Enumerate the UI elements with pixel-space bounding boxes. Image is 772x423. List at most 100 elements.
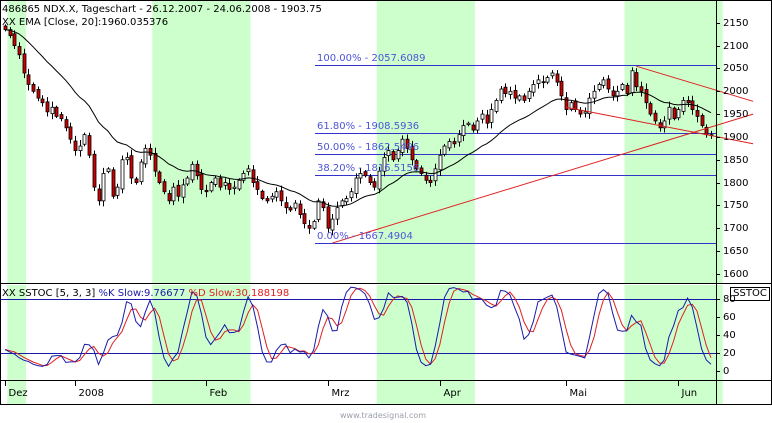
price-tick-label: 2050 <box>723 62 749 74</box>
candle-body <box>68 126 73 140</box>
candle-body <box>363 171 368 177</box>
candle <box>129 149 134 185</box>
candle-body <box>428 179 433 183</box>
candle-body <box>513 89 518 99</box>
stoch-axis-tag[interactable]: SSTOC <box>730 287 770 301</box>
candle-body <box>527 90 532 99</box>
candle-body <box>433 168 438 182</box>
candle <box>237 178 242 192</box>
candle <box>190 161 195 183</box>
fib-label-2: 50.00% - 1862.5496 <box>317 141 420 153</box>
fib-label-3: 38.20% - 1816.5156 <box>317 162 420 174</box>
candle-body <box>438 154 443 171</box>
price-tick-label: 1850 <box>723 154 749 166</box>
candle <box>681 97 686 115</box>
candle <box>414 159 419 171</box>
candle-body <box>97 188 102 202</box>
candle <box>587 92 592 119</box>
candle <box>382 152 387 177</box>
candle-body <box>218 177 223 188</box>
candle-body <box>167 193 172 202</box>
candle <box>298 200 303 219</box>
candle <box>246 165 251 176</box>
candle <box>284 196 289 214</box>
candle-body <box>153 152 158 172</box>
candle-body <box>396 150 401 160</box>
candle-body <box>115 186 120 196</box>
price-tick-label: 2100 <box>723 40 749 52</box>
candle <box>466 121 471 127</box>
price-tick-label: 2000 <box>723 85 749 97</box>
candle <box>368 174 373 186</box>
month-band-stoch-2 <box>376 285 475 380</box>
candle <box>64 116 69 132</box>
stoch-legend-k: %K Slow:9.76677 <box>98 288 189 299</box>
candle <box>185 175 190 187</box>
candle-body <box>22 53 27 74</box>
candle <box>686 96 691 107</box>
candle <box>606 75 611 93</box>
candle <box>508 86 513 100</box>
stoch-tick-label: 60 <box>723 311 736 323</box>
candle-body <box>564 97 569 110</box>
candle-body <box>330 218 335 231</box>
candle <box>78 140 83 157</box>
stoch-legend: XX SSTOC [5, 3, 3] %K Slow:9.76677 %D Sl… <box>2 288 289 300</box>
candle-body <box>457 134 462 143</box>
candle-body <box>475 120 480 131</box>
candle <box>307 219 312 234</box>
candle-body <box>555 73 560 83</box>
candle <box>302 208 307 229</box>
candle-body <box>667 106 672 120</box>
candle <box>31 82 36 94</box>
candle-body <box>190 163 195 181</box>
candle-body <box>606 78 611 90</box>
candle <box>363 169 368 178</box>
candle-body <box>344 198 349 203</box>
candle-body <box>92 153 97 188</box>
candle-body <box>447 141 452 149</box>
candle-body <box>73 140 78 152</box>
candle <box>101 167 106 207</box>
candle-body <box>410 146 415 161</box>
candle <box>424 171 429 184</box>
trendline-1 <box>636 65 754 102</box>
candle <box>541 75 546 89</box>
month-band-price-1 <box>152 0 251 283</box>
candle-body <box>302 213 307 225</box>
candle-body <box>129 155 134 179</box>
ema-legend: XX EMA [Close, 20]:1960.035376 <box>2 17 169 28</box>
candle <box>522 93 527 103</box>
candle-body <box>461 125 466 136</box>
candle <box>92 150 97 191</box>
candle <box>251 165 256 188</box>
candle <box>494 98 499 114</box>
candle-body <box>101 173 106 202</box>
candle <box>695 104 700 123</box>
candle <box>489 103 494 129</box>
candle-body <box>251 169 256 183</box>
candle-body <box>31 84 36 92</box>
stoch-tick-label: 80 <box>723 293 736 305</box>
candle-body <box>223 182 228 186</box>
candle-body <box>181 184 186 198</box>
candle-body <box>209 182 214 192</box>
candle <box>232 181 237 195</box>
candle <box>545 75 550 85</box>
candle-body <box>335 207 340 220</box>
candle-body <box>265 198 270 202</box>
candle <box>279 185 284 206</box>
candle-body <box>270 195 275 200</box>
candle <box>410 140 415 166</box>
candle <box>167 190 172 205</box>
price-tick-label: 1800 <box>723 177 749 189</box>
candle-body <box>681 100 686 112</box>
chart-title: 486865 NDX.X, Tageschart - 26.12.2007 - … <box>2 4 322 15</box>
month-label: Feb <box>209 388 228 399</box>
candle <box>592 85 597 105</box>
candle-body <box>349 191 354 199</box>
fib-label-1: 61.80% - 1908.5936 <box>317 120 420 132</box>
candle-body <box>125 157 130 161</box>
candle-body <box>255 181 260 190</box>
